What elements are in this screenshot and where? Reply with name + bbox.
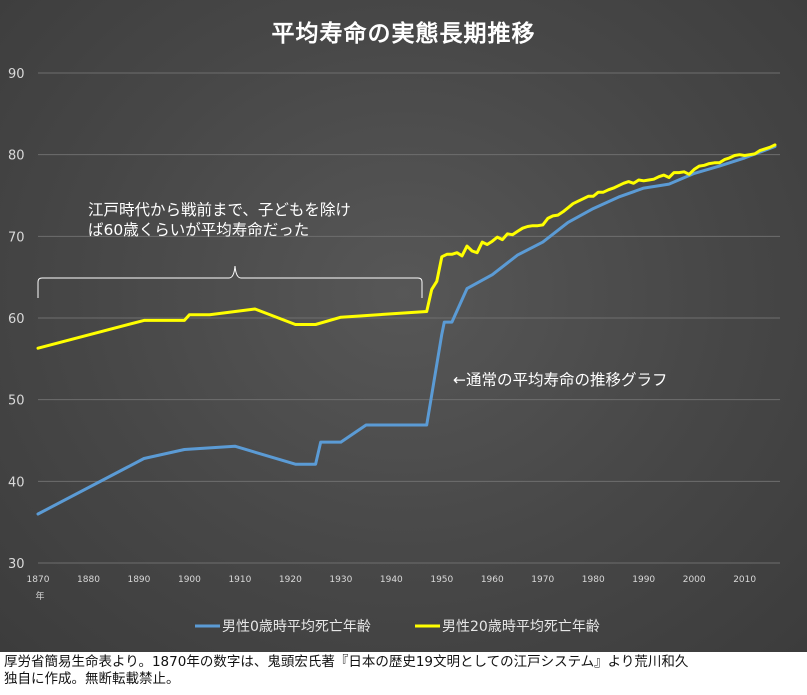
x-tick-label-1970: 1970	[531, 575, 554, 585]
annotation-bracket	[37, 265, 423, 298]
source-footnote: 厚労省簡易生命表より。1870年の数字は、鬼頭宏氏著『日本の歴史19文明としての…	[4, 654, 804, 688]
chart-panel: 30 40 50 60 70 80 90 1870 1880 1890 1900 1910 1920 1…	[0, 0, 807, 652]
x-tick-label-1880: 1880	[77, 575, 100, 585]
annotation-text-line2: ば60歳くらいが平均寿命だった	[88, 221, 309, 239]
x-tick-label-1900: 1900	[178, 575, 201, 585]
chart-title: 平均寿命の実態長期推移	[271, 21, 536, 47]
x-tick-label-1910: 1910	[228, 575, 251, 585]
y-tick-label-50: 50	[8, 394, 25, 409]
arrow-note-text: ←通常の平均寿命の推移グラフ	[453, 371, 668, 389]
x-tick-label-2010: 2010	[733, 575, 756, 585]
x-tick-label-1980: 1980	[582, 575, 605, 585]
x-tick-label-1930: 1930	[329, 575, 352, 585]
y-tick-label-80: 80	[8, 149, 25, 164]
x-tick-label-1990: 1990	[632, 575, 655, 585]
x-tick-label-1920: 1920	[279, 575, 302, 585]
footnote-line-2: 独自に作成。無断転載禁止。	[4, 671, 180, 687]
legend: 男性0歳時平均死亡年齢 男性20歳時平均死亡年齢	[195, 619, 600, 635]
y-tick-label-30: 30	[8, 557, 25, 572]
x-tick-label-1870: 1870	[27, 575, 50, 585]
x-tick-label-1950: 1950	[430, 575, 453, 585]
x-tick-label-1890: 1890	[127, 575, 150, 585]
y-tick-label-40: 40	[8, 475, 25, 490]
y-tick-label-70: 70	[8, 230, 25, 245]
legend-label-male-20: 男性20歳時平均死亡年齢	[442, 619, 600, 635]
y-tick-label-60: 60	[8, 312, 25, 327]
x-tick-label-1960: 1960	[481, 575, 504, 585]
x-tick-label-2000: 2000	[683, 575, 706, 585]
x-tick-label-1940: 1940	[380, 575, 403, 585]
footnote-line-1: 厚労省簡易生命表より。1870年の数字は、鬼頭宏氏著『日本の歴史19文明としての…	[4, 654, 689, 670]
series-lines	[36, 143, 777, 516]
x-unit-label: 年	[35, 590, 44, 602]
annotation-text-line1: 江戸時代から戦前まで、子どもを除け	[88, 201, 351, 219]
x-axis-ticks: 1870 1880 1890 1900 1910 1920 1930 1940 1950 1960…	[27, 575, 757, 602]
series-line-1	[36, 143, 777, 350]
legend-label-male-0: 男性0歳時平均死亡年齢	[222, 619, 371, 635]
series-line-0	[36, 145, 777, 516]
y-axis-ticks: 30 40 50 60 70 80 90	[8, 67, 25, 572]
gridlines	[38, 72, 780, 564]
y-tick-label-90: 90	[8, 67, 25, 82]
